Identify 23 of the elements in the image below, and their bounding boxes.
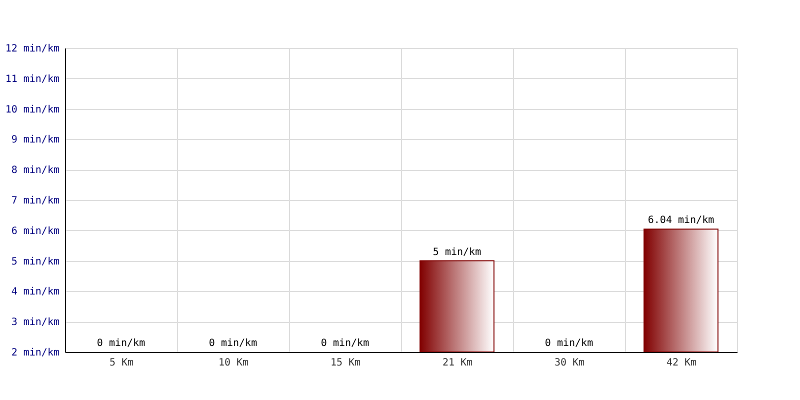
text: 0 min/km: [208, 338, 258, 349]
y-tick-label: 6 min/km: [11, 226, 60, 237]
text: 0 min/km: [96, 338, 146, 349]
y-tick-label: 8 min/km: [11, 165, 60, 176]
text: 0 min/km: [320, 338, 370, 349]
x-tick-label: 21 Km: [442, 358, 473, 368]
x-tick-label: 10 Km: [218, 358, 249, 368]
y-tick-label: 5 min/km: [11, 256, 60, 268]
data-label: 5 min/km: [432, 246, 482, 258]
x-tick-label: 30 Km: [554, 358, 585, 368]
y-tick-label: 11 min/km: [5, 74, 60, 85]
x-tick-label: 15 Km: [330, 358, 361, 368]
data-label: 6.04 min/km: [648, 215, 714, 226]
y-tick-label: 12 min/km: [5, 44, 60, 54]
y-tick-label: 10 min/km: [5, 104, 60, 116]
y-tick-label: 9 min/km: [11, 134, 60, 146]
x-tick-label: 5 Km: [109, 358, 134, 368]
y-tick-label: 3 min/km: [11, 317, 60, 328]
y-tick-label: 2 min/km: [11, 348, 60, 358]
y-tick-label: 7 min/km: [11, 196, 60, 206]
text: 0 min/km: [544, 338, 594, 349]
x-tick-label: 42 Km: [666, 358, 697, 368]
y-tick-label: 4 min/km: [11, 286, 60, 298]
